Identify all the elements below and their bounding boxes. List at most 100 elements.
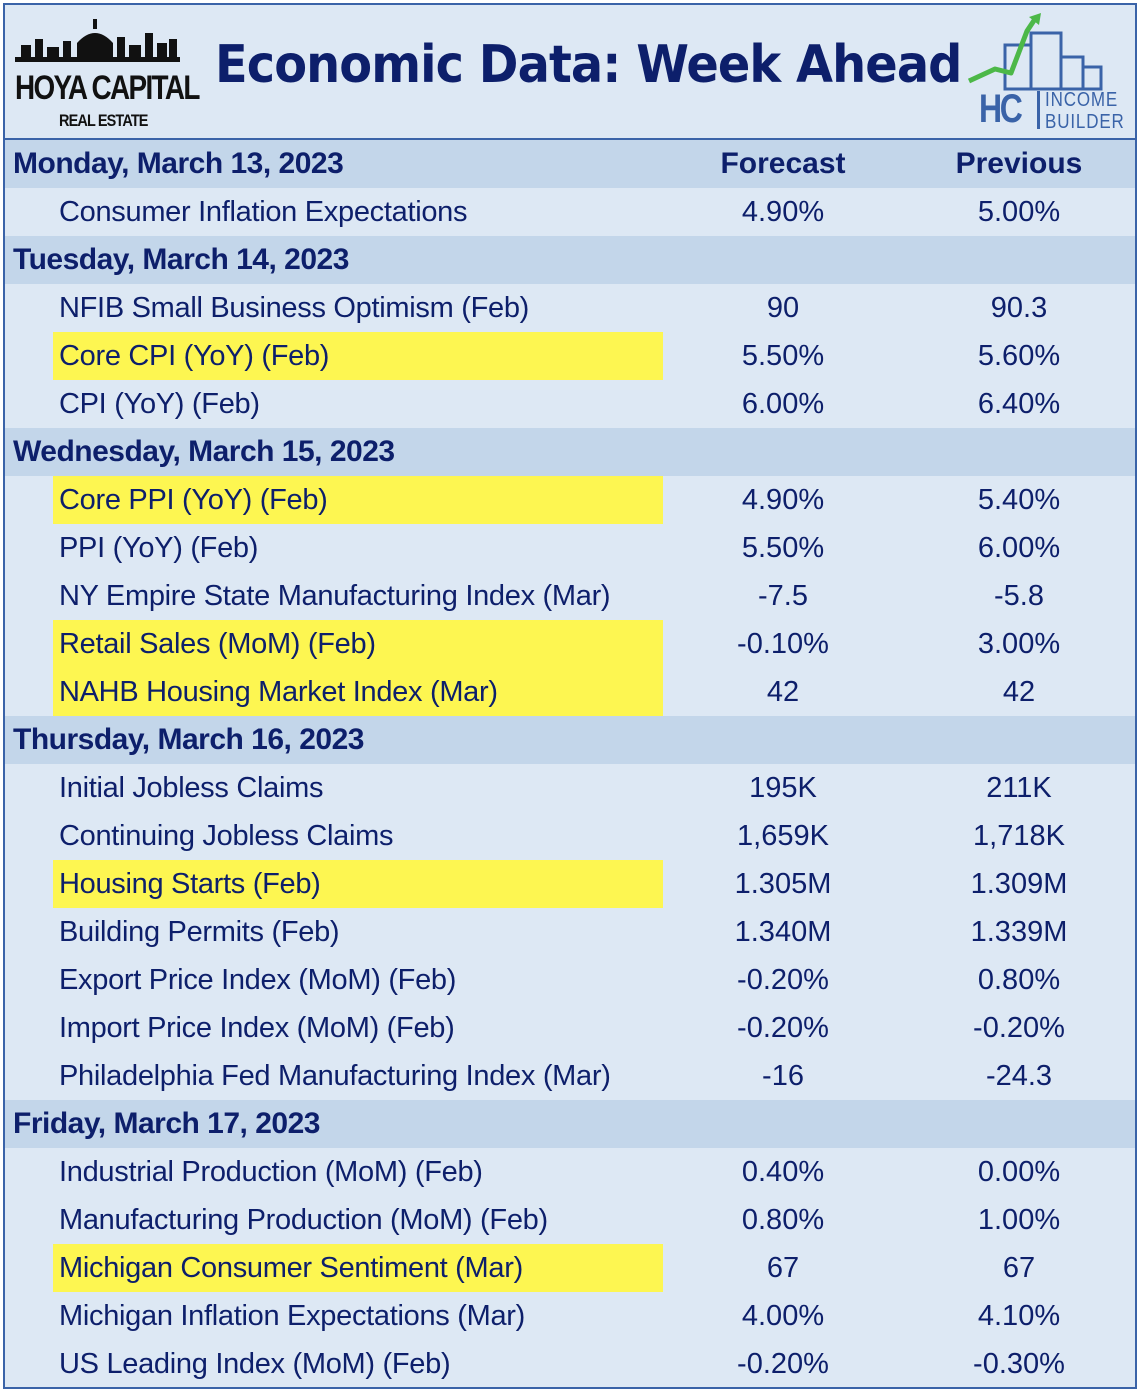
event-name: Continuing Jobless Claims bbox=[59, 820, 394, 852]
hc-income-builder-logo: HC INCOME BUILDER bbox=[965, 11, 1124, 136]
event-name: Michigan Inflation Expectations (Mar) bbox=[59, 1300, 525, 1332]
forecast-value: 0.40% bbox=[741, 1156, 825, 1188]
event-name-cell: Housing Starts (Feb) bbox=[5, 860, 663, 908]
event-name-cell: PPI (YoY) (Feb) bbox=[5, 524, 663, 572]
previous-value: -24.3 bbox=[985, 1060, 1053, 1092]
event-name-cell: NY Empire State Manufacturing Index (Mar… bbox=[5, 572, 663, 620]
page-title: Economic Data: Week Ahead bbox=[215, 35, 962, 95]
day-header-row: Friday, March 17, 2023 bbox=[5, 1100, 1135, 1148]
forecast-value: -7.5 bbox=[758, 580, 808, 612]
forecast-value: 67 bbox=[766, 1252, 800, 1284]
highlight-marker bbox=[53, 668, 663, 716]
previous-value: 5.00% bbox=[977, 196, 1061, 228]
forecast-value: 195K bbox=[749, 772, 817, 804]
table-row: Retail Sales (MoM) (Feb) -0.10% 3.00% bbox=[5, 620, 1135, 668]
event-name-cell: Michigan Inflation Expectations (Mar) bbox=[5, 1292, 663, 1340]
forecast-value: -0.20% bbox=[737, 1012, 829, 1044]
previous-value: 6.40% bbox=[977, 388, 1061, 420]
event-name: NY Empire State Manufacturing Index (Mar… bbox=[59, 580, 611, 612]
forecast-value: 6.00% bbox=[741, 388, 825, 420]
highlight-marker bbox=[53, 1244, 663, 1292]
event-name-cell: Core CPI (YoY) (Feb) bbox=[5, 332, 663, 380]
table-row: CPI (YoY) (Feb) 6.00% 6.40% bbox=[5, 380, 1135, 428]
event-name-cell: Consumer Inflation Expectations bbox=[5, 188, 663, 236]
forecast-value: 4.00% bbox=[741, 1300, 825, 1332]
hc-divider bbox=[1037, 91, 1040, 129]
previous-value: 4.10% bbox=[977, 1300, 1061, 1332]
table-row: US Leading Index (MoM) (Feb) -0.20% -0.30% bbox=[5, 1340, 1135, 1387]
table-row: Housing Starts (Feb) 1.305M 1.309M bbox=[5, 860, 1135, 908]
event-name: NFIB Small Business Optimism (Feb) bbox=[59, 292, 529, 324]
previous-value: 1.00% bbox=[977, 1204, 1061, 1236]
header: HOYA CAPITAL REAL ESTATE Economic Data: … bbox=[5, 5, 1135, 140]
table-row: Philadelphia Fed Manufacturing Index (Ma… bbox=[5, 1052, 1135, 1100]
previous-value: -0.30% bbox=[973, 1348, 1065, 1380]
capitol-skyline-icon bbox=[15, 19, 180, 62]
event-name: Philadelphia Fed Manufacturing Index (Ma… bbox=[59, 1060, 611, 1092]
event-name-cell: Industrial Production (MoM) (Feb) bbox=[5, 1148, 663, 1196]
table-row: Core PPI (YoY) (Feb) 4.90% 5.40% bbox=[5, 476, 1135, 524]
forecast-value: 5.50% bbox=[741, 340, 825, 372]
table-row: Michigan Consumer Sentiment (Mar) 67 67 bbox=[5, 1244, 1135, 1292]
forecast-value: 4.90% bbox=[741, 484, 825, 516]
hc-word-income: INCOME bbox=[1045, 89, 1119, 111]
forecast-value: 1.305M bbox=[734, 868, 832, 900]
table-row: Export Price Index (MoM) (Feb) -0.20% 0.80… bbox=[5, 956, 1135, 1004]
forecast-column-header: Forecast bbox=[720, 147, 846, 180]
previous-value: -0.20% bbox=[973, 1012, 1065, 1044]
table-row: PPI (YoY) (Feb) 5.50% 6.00% bbox=[5, 524, 1135, 572]
day-header-row: Monday, March 13, 2023 Forecast Previous bbox=[5, 140, 1135, 188]
event-name: Retail Sales (MoM) (Feb) bbox=[59, 628, 376, 660]
table-row: Import Price Index (MoM) (Feb) -0.20% -0.2… bbox=[5, 1004, 1135, 1052]
highlight-marker bbox=[53, 332, 663, 380]
table-row: Michigan Inflation Expectations (Mar) 4.0… bbox=[5, 1292, 1135, 1340]
previous-value: 90.3 bbox=[990, 292, 1048, 324]
previous-value: 3.00% bbox=[977, 628, 1061, 660]
forecast-value: 4.90% bbox=[741, 196, 825, 228]
forecast-value: 42 bbox=[766, 676, 800, 708]
table-row: Core CPI (YoY) (Feb) 5.50% 5.60% bbox=[5, 332, 1135, 380]
day-date: Tuesday, March 14, 2023 bbox=[13, 243, 349, 276]
day-date: Thursday, March 16, 2023 bbox=[13, 723, 364, 756]
hoya-capital-subtitle: REAL ESTATE bbox=[59, 111, 148, 130]
event-name-cell: Continuing Jobless Claims bbox=[5, 812, 663, 860]
day-date: Monday, March 13, 2023 bbox=[13, 147, 344, 180]
event-name-cell: CPI (YoY) (Feb) bbox=[5, 380, 663, 428]
calendar-table: Monday, March 13, 2023 Forecast Previous Co… bbox=[5, 140, 1135, 1387]
day-header-row: Thursday, March 16, 2023 bbox=[5, 716, 1135, 764]
forecast-value: 1.340M bbox=[734, 916, 832, 948]
table-row: Industrial Production (MoM) (Feb) 0.40% 0.… bbox=[5, 1148, 1135, 1196]
hc-word-builder: BUILDER bbox=[1045, 111, 1125, 133]
table-row: NAHB Housing Market Index (Mar) 42 42 bbox=[5, 668, 1135, 716]
previous-value: 6.00% bbox=[977, 532, 1061, 564]
table-row: Consumer Inflation Expectations 4.90% 5.00… bbox=[5, 188, 1135, 236]
event-name: CPI (YoY) (Feb) bbox=[59, 388, 260, 420]
buildings-growth-icon bbox=[967, 13, 1103, 91]
event-name-cell: NAHB Housing Market Index (Mar) bbox=[5, 668, 663, 716]
forecast-value: -0.20% bbox=[737, 964, 829, 996]
event-name-cell: Initial Jobless Claims bbox=[5, 764, 663, 812]
table-row: NFIB Small Business Optimism (Feb) 90 90.3 bbox=[5, 284, 1135, 332]
event-name-cell: Michigan Consumer Sentiment (Mar) bbox=[5, 1244, 663, 1292]
forecast-value: -16 bbox=[762, 1060, 804, 1092]
hc-initials: HC bbox=[979, 87, 1023, 131]
hoya-capital-logo: HOYA CAPITAL REAL ESTATE bbox=[15, 19, 200, 131]
event-name: Core PPI (YoY) (Feb) bbox=[59, 484, 328, 516]
previous-value: -5.8 bbox=[994, 580, 1044, 612]
event-name: Initial Jobless Claims bbox=[59, 772, 324, 804]
event-name-cell: NFIB Small Business Optimism (Feb) bbox=[5, 284, 663, 332]
event-name: Michigan Consumer Sentiment (Mar) bbox=[59, 1252, 523, 1284]
highlight-marker bbox=[53, 620, 663, 668]
forecast-value: 1,659K bbox=[737, 820, 829, 852]
previous-value: 0.00% bbox=[977, 1156, 1061, 1188]
previous-value: 1.309M bbox=[970, 868, 1068, 900]
highlight-marker bbox=[53, 860, 663, 908]
table-row: Initial Jobless Claims 195K 211K bbox=[5, 764, 1135, 812]
table-row: Continuing Jobless Claims 1,659K 1,718K bbox=[5, 812, 1135, 860]
event-name-cell: US Leading Index (MoM) (Feb) bbox=[5, 1340, 663, 1387]
previous-value: 5.60% bbox=[977, 340, 1061, 372]
event-name-cell: Building Permits (Feb) bbox=[5, 908, 663, 956]
day-header-row: Tuesday, March 14, 2023 bbox=[5, 236, 1135, 284]
economic-calendar-card: HOYA CAPITAL REAL ESTATE Economic Data: … bbox=[3, 3, 1137, 1389]
forecast-value: 5.50% bbox=[741, 532, 825, 564]
